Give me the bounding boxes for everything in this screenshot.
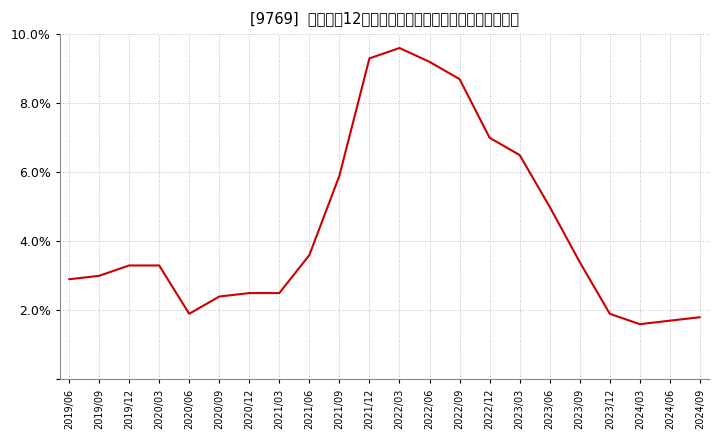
Title: [9769]  売上高の12か月移動合計の対前年同期増減率の推移: [9769] 売上高の12か月移動合計の対前年同期増減率の推移 <box>250 11 519 26</box>
